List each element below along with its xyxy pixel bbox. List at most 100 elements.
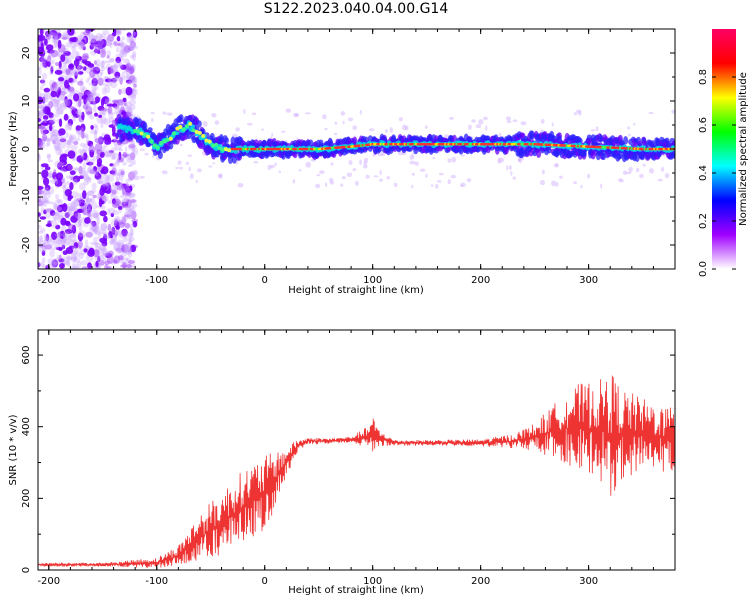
- noise-mark: [105, 174, 110, 182]
- noise-mark: [115, 159, 121, 163]
- noise-mark: [124, 214, 132, 218]
- noise-mark: [113, 41, 118, 47]
- noise-mark: [128, 195, 132, 202]
- noise-mark: [93, 225, 100, 233]
- noise-mark: [38, 225, 42, 229]
- noise-mark: [61, 177, 66, 183]
- noise-mark: [38, 154, 42, 162]
- noise-mark: [40, 163, 49, 168]
- spectrogram-y-tick-label: 10: [21, 95, 32, 108]
- noise-mark: [87, 190, 95, 197]
- noise-mark: [60, 102, 66, 111]
- noise-mark: [113, 140, 120, 146]
- noise-mark: [99, 246, 107, 252]
- noise-mark: [58, 247, 63, 251]
- noise-mark: [46, 219, 54, 224]
- noise-mark: [40, 78, 46, 87]
- noise-mark: [81, 95, 86, 100]
- noise-mark: [129, 227, 134, 232]
- noise-mark: [129, 152, 136, 161]
- noise-mark: [102, 253, 107, 262]
- noise-mark: [88, 82, 96, 86]
- scatter-mark: [519, 157, 522, 164]
- noise-mark: [120, 42, 125, 48]
- noise-mark: [40, 206, 45, 215]
- noise-mark: [72, 115, 76, 123]
- noise-mark: [97, 231, 101, 240]
- noise-mark: [53, 137, 58, 144]
- noise-mark: [38, 230, 44, 235]
- scatter-mark: [359, 109, 362, 115]
- ridge-halo-mark: [196, 120, 202, 128]
- noise-mark: [111, 163, 116, 169]
- noise-mark: [40, 261, 45, 268]
- scatter-mark: [217, 173, 223, 179]
- noise-mark: [89, 169, 97, 174]
- ridge-core-mark: [188, 121, 193, 126]
- scatter-mark: [347, 117, 354, 122]
- noise-mark: [107, 250, 114, 257]
- noise-mark: [128, 63, 136, 69]
- noise-mark: [124, 200, 132, 208]
- noise-mark: [90, 188, 97, 194]
- noise-mark: [48, 172, 53, 179]
- scatter-mark: [189, 173, 194, 179]
- noise-mark: [122, 237, 129, 243]
- noise-mark: [87, 177, 92, 181]
- noise-mark: [77, 232, 84, 242]
- scatter-mark: [595, 126, 599, 132]
- noise-mark: [40, 55, 47, 64]
- noise-mark: [72, 257, 81, 264]
- noise-mark: [48, 173, 53, 179]
- noise-mark: [67, 196, 72, 201]
- noise-mark: [91, 84, 99, 91]
- noise-mark: [43, 118, 47, 124]
- noise-mark: [114, 241, 121, 251]
- noise-mark: [43, 237, 50, 246]
- noise-mark: [106, 34, 115, 40]
- noise-mark: [131, 53, 137, 62]
- noise-mark: [110, 151, 116, 160]
- noise-mark: [120, 55, 124, 62]
- scatter-mark: [648, 168, 655, 174]
- noise-mark: [77, 208, 83, 213]
- noise-mark: [50, 261, 54, 269]
- noise-mark: [52, 140, 56, 144]
- noise-mark: [42, 264, 47, 269]
- ridge-halo-mark: [230, 136, 236, 146]
- noise-mark: [64, 96, 68, 105]
- noise-mark: [106, 103, 114, 107]
- scatter-mark: [348, 160, 353, 165]
- noise-mark: [101, 240, 108, 247]
- noise-mark: [90, 50, 97, 56]
- noise-mark: [122, 97, 127, 103]
- noise-mark: [107, 33, 115, 42]
- noise-mark: [82, 161, 87, 170]
- noise-mark: [124, 195, 129, 204]
- noise-mark: [116, 29, 122, 36]
- noise-mark: [73, 93, 80, 102]
- noise-mark: [103, 233, 111, 239]
- noise-mark: [125, 258, 129, 262]
- noise-mark: [111, 152, 120, 160]
- ridge-core-mark: [172, 131, 176, 136]
- noise-mark: [127, 74, 135, 78]
- noise-mark: [80, 260, 88, 266]
- noise-mark: [93, 123, 98, 129]
- noise-mark: [112, 79, 119, 82]
- scatter-mark: [237, 182, 244, 188]
- noise-mark: [125, 205, 132, 215]
- noise-mark: [63, 50, 71, 57]
- noise-mark: [100, 39, 107, 48]
- noise-mark: [60, 65, 68, 69]
- noise-mark: [52, 263, 57, 269]
- noise-mark: [93, 131, 98, 141]
- scatter-mark: [553, 163, 559, 168]
- noise-mark: [65, 42, 72, 48]
- noise-mark: [58, 128, 66, 136]
- noise-mark: [116, 178, 120, 183]
- noise-mark: [107, 208, 111, 216]
- noise-mark: [45, 44, 54, 51]
- scatter-mark: [551, 180, 557, 187]
